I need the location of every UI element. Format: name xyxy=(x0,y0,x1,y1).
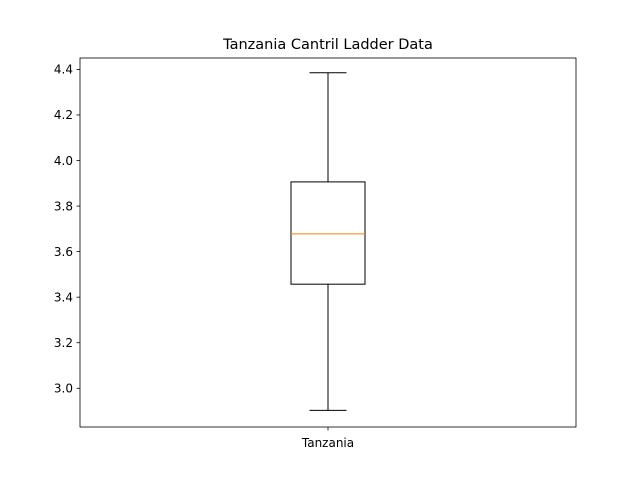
chart-title: Tanzania Cantril Ladder Data xyxy=(222,37,433,53)
y-tick-label: 4.0 xyxy=(54,154,73,168)
plot-area: 3.0 3.2 3.4 3.6 3.8 4.0 4.2 4.4 Tanzania xyxy=(54,57,577,450)
y-tick-label: 3.8 xyxy=(54,199,73,213)
y-tick-label: 3.0 xyxy=(54,382,73,396)
y-tick-label: 3.4 xyxy=(54,290,73,304)
x-tick-label: Tanzania xyxy=(301,436,354,450)
y-tick-label: 3.2 xyxy=(54,336,73,350)
y-tick-label: 4.4 xyxy=(54,63,73,77)
y-tick-label: 4.2 xyxy=(54,108,73,122)
iqr-box xyxy=(290,181,366,285)
y-tick-label: 3.6 xyxy=(54,245,73,259)
